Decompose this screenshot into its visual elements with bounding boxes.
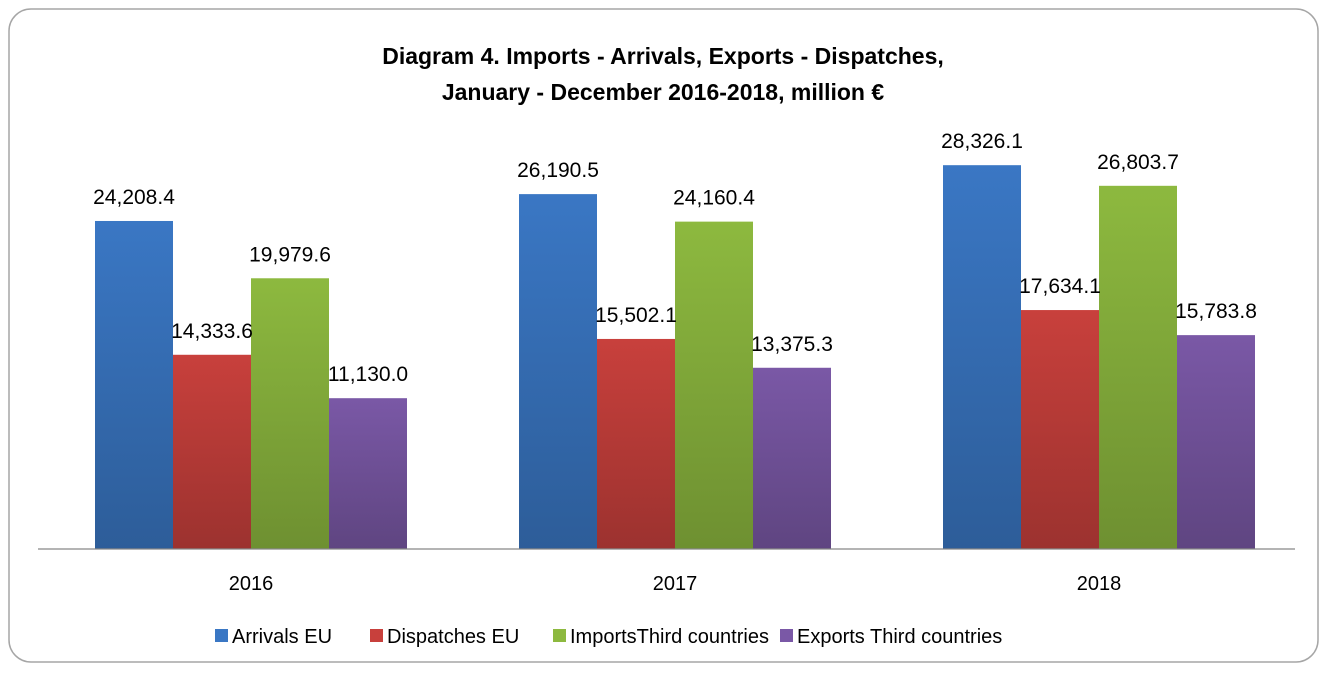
legend-swatch-exports-third-countries (780, 629, 793, 642)
data-label-importsthird-countries-2017: 24,160.4 (673, 187, 755, 210)
legend-label-dispatches-eu: Dispatches EU (387, 626, 519, 648)
bar-dispatches-eu-2017 (597, 338, 675, 549)
bar-importsthird-countries-2017 (675, 221, 753, 549)
bar-exports-third-countries-2017 (753, 367, 831, 549)
category-labels-layer: 2016 2017 2018 (229, 573, 1122, 595)
legend-swatch-importsthird-countries (553, 629, 566, 642)
bars-layer (95, 165, 1255, 550)
bar-dispatches-eu-2018 (1021, 310, 1099, 549)
bar-dispatches-eu-2016 (173, 354, 251, 549)
chart-title-line-2: January - December 2016-2018, million € (442, 79, 885, 105)
bar-arrivals-eu-2016 (95, 220, 173, 549)
category-label-2016: 2016 (229, 573, 274, 595)
bar-arrivals-eu-2018 (943, 165, 1021, 550)
chart-title-line-1: Diagram 4. Imports - Arrivals, Exports -… (382, 43, 944, 69)
category-label-2017: 2017 (653, 573, 698, 595)
category-label-2018: 2018 (1077, 573, 1122, 595)
bar-importsthird-countries-2016 (251, 278, 329, 549)
data-labels-layer: 24,208.4 14,333.6 19,979.6 11,130.0 26,190.5… (93, 130, 1257, 386)
data-label-importsthird-countries-2016: 19,979.6 (249, 243, 331, 266)
data-label-importsthird-countries-2018: 26,803.7 (1097, 151, 1179, 174)
legend-label-importsthird-countries: ImportsThird countries (570, 626, 769, 648)
bar-importsthird-countries-2018 (1099, 185, 1177, 549)
legend-label-exports-third-countries: Exports Third countries (797, 626, 1002, 648)
bar-exports-third-countries-2016 (329, 398, 407, 549)
data-label-exports-third-countries-2018: 15,783.8 (1175, 300, 1257, 323)
legend-swatch-dispatches-eu (370, 629, 383, 642)
data-label-exports-third-countries-2016: 11,130.0 (328, 363, 408, 386)
legend-swatch-arrivals-eu (215, 629, 228, 642)
legend: Arrivals EU Dispatches EU ImportsThird cou… (215, 626, 1002, 648)
data-label-dispatches-eu-2016: 14,333.6 (171, 320, 253, 343)
data-label-arrivals-eu-2018: 28,326.1 (941, 130, 1023, 153)
data-label-arrivals-eu-2016: 24,208.4 (93, 186, 175, 209)
data-label-arrivals-eu-2017: 26,190.5 (517, 159, 599, 182)
data-label-dispatches-eu-2017: 15,502.1 (595, 304, 677, 327)
data-label-dispatches-eu-2018: 17,634.1 (1019, 275, 1101, 298)
bar-arrivals-eu-2017 (519, 194, 597, 550)
legend-label-arrivals-eu: Arrivals EU (232, 626, 332, 648)
data-label-exports-third-countries-2017: 13,375.3 (751, 333, 833, 356)
bar-exports-third-countries-2018 (1177, 335, 1255, 549)
